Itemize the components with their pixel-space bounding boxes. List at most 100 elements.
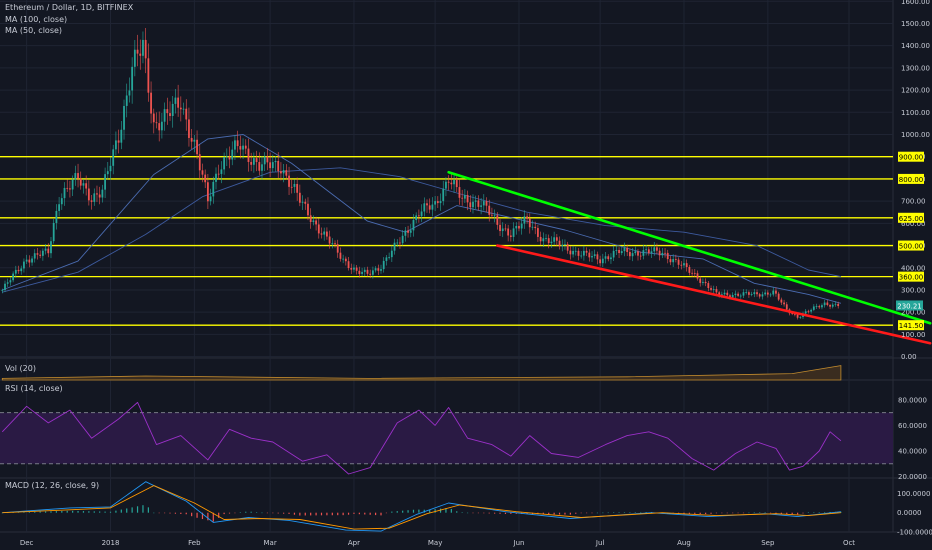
rsi-pane-title[interactable]: RSI (14, close): [5, 384, 63, 393]
candle-body: [634, 251, 637, 254]
candle-body: [334, 243, 336, 245]
candle-body: [336, 244, 339, 253]
candle: [766, 290, 769, 298]
rsi-pane: [0, 401, 893, 475]
candle-body: [363, 269, 366, 272]
axes: 1600.00 1500.00 1400.00 1300.00 1200.00 1100.…: [20, 0, 932, 547]
ma50-legend[interactable]: MA (50, close): [5, 26, 63, 35]
support-trendline: [496, 244, 932, 345]
candle: [55, 204, 58, 230]
candle-body: [407, 230, 409, 233]
candle-body: [209, 196, 212, 202]
macd-histogram-bar: [634, 512, 636, 513]
candle-body: [499, 224, 501, 232]
candle-body: [718, 292, 721, 296]
candle: [764, 289, 767, 296]
candle-body: [447, 181, 450, 183]
candle: [139, 39, 142, 70]
price-tick-label: 400.00: [901, 264, 926, 272]
trendlines[interactable]: [447, 170, 932, 345]
candle-body: [288, 175, 290, 187]
candle: [463, 189, 466, 203]
candle-body: [445, 181, 447, 189]
volume-pane-title[interactable]: Vol (20): [5, 364, 36, 373]
candle: [596, 251, 599, 265]
candle: [547, 234, 550, 249]
candle: [23, 258, 25, 273]
candle: [826, 300, 829, 307]
macd-histogram-bar: [721, 512, 723, 514]
candle: [31, 256, 33, 266]
candle: [101, 184, 104, 203]
candle-body: [455, 180, 458, 188]
candle-body: [604, 256, 607, 259]
candle: [496, 212, 499, 230]
macd-histogram-bar: [775, 512, 777, 514]
candle: [488, 199, 491, 222]
macd-histogram-bar: [1, 512, 3, 514]
candle-body: [463, 195, 466, 199]
horizontal-levels[interactable]: [0, 156, 893, 326]
candle-body: [712, 289, 715, 290]
candle-body: [377, 268, 380, 271]
candle-body: [756, 292, 758, 295]
candle: [702, 278, 704, 286]
macd-pane: [1, 481, 842, 532]
candle-body: [388, 257, 391, 258]
candle: [144, 28, 147, 74]
macd-histogram-bar: [120, 509, 122, 513]
candle-body: [358, 270, 361, 274]
candle: [304, 198, 307, 210]
candle-body: [331, 243, 334, 245]
macd-histogram-bar: [266, 512, 268, 514]
macd-histogram-bar: [218, 512, 220, 518]
macd-histogram-bar: [245, 511, 247, 513]
candle: [420, 204, 423, 222]
candle: [363, 267, 366, 277]
candle: [212, 176, 215, 204]
macd-histogram-bar: [104, 511, 106, 513]
candle-body: [699, 278, 702, 283]
candle: [555, 233, 558, 247]
price-tick-label: 300.00: [901, 286, 926, 294]
macd-histogram-bar: [326, 512, 328, 516]
level-tag-label: 625.00: [899, 215, 924, 223]
candle: [117, 129, 120, 154]
candle: [242, 138, 244, 159]
candle: [737, 291, 739, 298]
macd-histogram-bar: [228, 512, 231, 514]
candle-body: [125, 95, 128, 106]
candle-body: [47, 248, 50, 254]
macd-histogram-bar: [586, 512, 588, 514]
candle: [261, 155, 263, 180]
candle: [220, 161, 223, 184]
candle: [812, 304, 815, 312]
candle-body: [131, 66, 134, 91]
macd-histogram-bar: [288, 512, 290, 514]
macd-histogram-bar: [715, 512, 718, 514]
candle-body: [133, 49, 136, 67]
candle: [837, 301, 840, 309]
candle-body: [290, 186, 293, 188]
macd-pane-title[interactable]: MACD (12, 26, close, 9): [5, 481, 100, 490]
macd-histogram-bar: [55, 511, 57, 513]
candle-body: [601, 258, 604, 264]
macd-histogram-bar: [499, 512, 501, 514]
macd-histogram-bar: [645, 512, 647, 513]
candle: [17, 265, 20, 274]
macd-histogram-bar: [759, 512, 761, 513]
candle: [1, 288, 4, 294]
candle-body: [577, 250, 580, 256]
rsi-tick-label: 20.0000: [898, 473, 927, 481]
candle-body: [436, 201, 439, 204]
candle: [696, 270, 699, 281]
ma100-legend[interactable]: MA (100, close): [5, 15, 68, 24]
signal-line: [2, 485, 841, 530]
candle: [358, 266, 361, 278]
candle: [82, 179, 85, 194]
macd-histogram-bar: [829, 511, 831, 513]
candle: [607, 254, 610, 262]
candle: [285, 164, 288, 180]
symbol-title[interactable]: Ethereum / Dollar, 1D, BITFINEX: [5, 3, 134, 12]
